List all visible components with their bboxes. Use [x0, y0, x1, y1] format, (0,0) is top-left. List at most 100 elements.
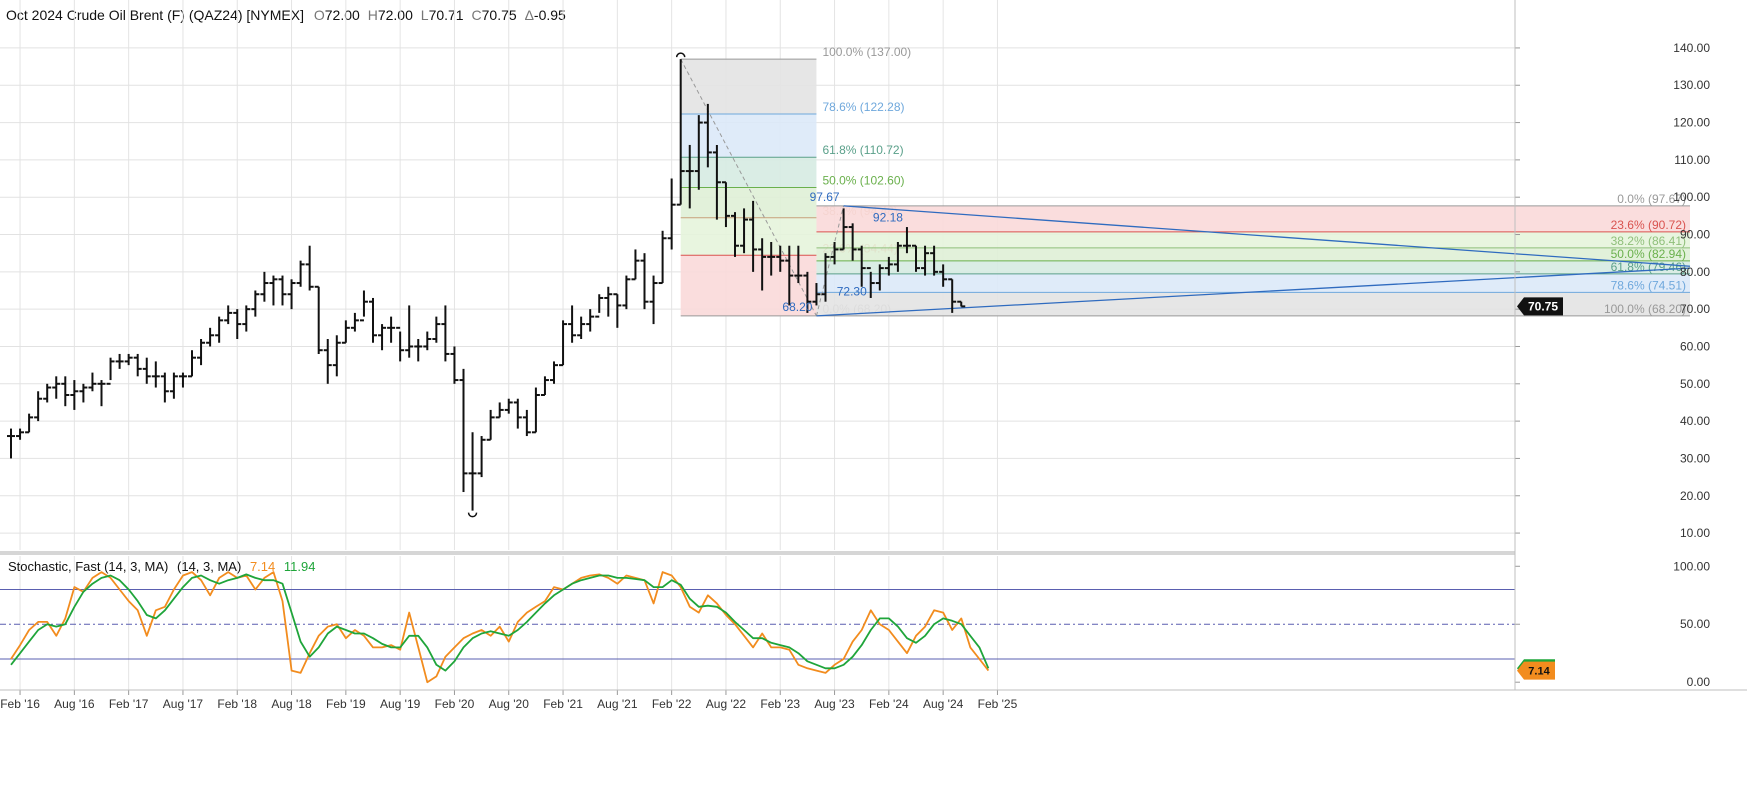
price-bar: [16, 428, 25, 440]
price-bar: [803, 271, 812, 313]
low-value: 70.71: [429, 7, 464, 23]
price-bar: [197, 339, 206, 366]
time-tick-label: Feb '20: [435, 697, 475, 711]
time-tick-label: Aug '16: [54, 697, 95, 711]
price-bar: [712, 144, 721, 220]
price-bar: [278, 275, 287, 306]
price-bar: [957, 300, 966, 308]
price-bar: [7, 428, 15, 459]
price-bar: [604, 286, 613, 317]
price-bar: [785, 245, 794, 306]
price-bar: [622, 275, 631, 310]
price-bar: [939, 264, 948, 287]
price-tick-label: 140.00: [1673, 41, 1710, 55]
fib-zone: [680, 157, 817, 188]
price-tick-label: 40.00: [1680, 414, 1710, 428]
price-bar: [513, 398, 522, 429]
price-bar: [531, 387, 540, 434]
time-tick-label: Feb '17: [109, 697, 149, 711]
price-bar: [522, 409, 531, 437]
price-bar: [550, 361, 558, 384]
price-bar: [206, 327, 215, 347]
price-bar: [884, 256, 893, 276]
chart-header: Oct 2024 Crude Oil Brent (F) (QAZ24) [NY…: [6, 7, 566, 23]
price-bar: [477, 436, 486, 478]
fib-level-label: 50.0% (82.94): [1611, 247, 1686, 261]
price-bar: [115, 353, 124, 369]
open-key: O: [314, 7, 325, 23]
stochastic-k-line: [10, 571, 990, 684]
stochastic-title: Stochastic, Fast (14, 3, MA): [8, 559, 168, 574]
fib-zone: [680, 59, 817, 115]
open-value: 72.00: [325, 7, 360, 23]
stochastic-last-value: 7.14: [1528, 666, 1550, 678]
price-bar: [930, 245, 939, 276]
price-bar: [350, 312, 359, 332]
price-bar: [450, 346, 459, 384]
price-bar: [731, 212, 739, 257]
fib-zone: [816, 260, 1690, 274]
price-bar: [912, 244, 920, 272]
price-bar: [893, 241, 902, 272]
price-tick-label: 30.00: [1680, 451, 1710, 465]
fib-level-label: 23.6% (90.72): [1611, 218, 1686, 232]
fib-level-label: 38.2% (86.41): [1611, 234, 1686, 248]
stochastic-axis[interactable]: 0.00 50.00 100.00: [1515, 559, 1710, 689]
price-bar: [649, 275, 658, 325]
swing-marker: [467, 512, 478, 518]
price-bar: [758, 238, 767, 291]
close-value: 70.75: [482, 7, 517, 23]
stochastic-legend: Stochastic, Fast (14, 3, MA) (14, 3, MA)…: [8, 559, 315, 574]
price-bar: [749, 200, 758, 272]
price-bar: [568, 305, 577, 343]
price-tick-label: 70.00: [1680, 302, 1710, 316]
price-bar: [441, 305, 450, 362]
price-bar: [703, 103, 712, 168]
price-bar: [586, 309, 595, 332]
fib-zone: [680, 255, 817, 316]
price-bar: [224, 305, 233, 325]
time-tick-label: Aug '20: [489, 697, 530, 711]
time-tick-label: Aug '18: [271, 697, 312, 711]
stochastic-params: (14, 3, MA): [177, 559, 241, 574]
fib-level-label: 61.8% (110.72): [822, 143, 903, 157]
price-axis[interactable]: 10.00 20.00 30.00 40.00 50.00 60.00 70.00 80.00…: [1515, 41, 1710, 540]
time-tick-label: Aug '17: [163, 697, 204, 711]
price-bar: [577, 316, 586, 340]
price-bar: [124, 353, 133, 366]
price-bar: [79, 383, 88, 403]
price-bar: [323, 339, 332, 384]
swing-markers: [467, 52, 686, 518]
price-bar: [260, 271, 269, 302]
price-annotation: 72.30: [837, 285, 867, 299]
price-bar: [305, 245, 314, 291]
pane-divider[interactable]: [0, 551, 1515, 555]
price-bar: [88, 372, 97, 392]
price-bar: [676, 59, 685, 206]
price-bar: [875, 264, 884, 291]
price-annotation: 92.18: [873, 210, 903, 224]
time-tick-label: Feb '16: [0, 697, 40, 711]
price-bar: [559, 320, 568, 367]
price-bar: [405, 305, 414, 358]
time-tick-label: Aug '24: [923, 697, 964, 711]
price-bar: [287, 279, 296, 310]
price-tick-label: 120.00: [1673, 116, 1710, 130]
price-tick-label: 80.00: [1680, 265, 1710, 279]
time-axis[interactable]: Feb '16 Aug '16 Feb '17 Aug '17 Feb '18 Aug '…: [0, 690, 1018, 711]
price-bar: [830, 241, 839, 265]
stochastic-tick-label: 0.00: [1687, 675, 1711, 689]
price-bar: [314, 285, 323, 354]
change-key: Δ: [525, 7, 534, 23]
price-bar: [459, 368, 468, 493]
stochastic-d-value: 11.94: [284, 559, 316, 574]
price-annotations: 97.67 92.18 72.30 68.20: [782, 190, 903, 314]
price-bar: [369, 297, 377, 343]
price-bar: [685, 144, 694, 209]
time-tick-label: Feb '22: [652, 697, 692, 711]
price-tick-label: 90.00: [1680, 228, 1710, 242]
price-bar: [667, 178, 676, 250]
close-key: C: [472, 7, 482, 23]
change-value: -0.95: [534, 7, 566, 23]
